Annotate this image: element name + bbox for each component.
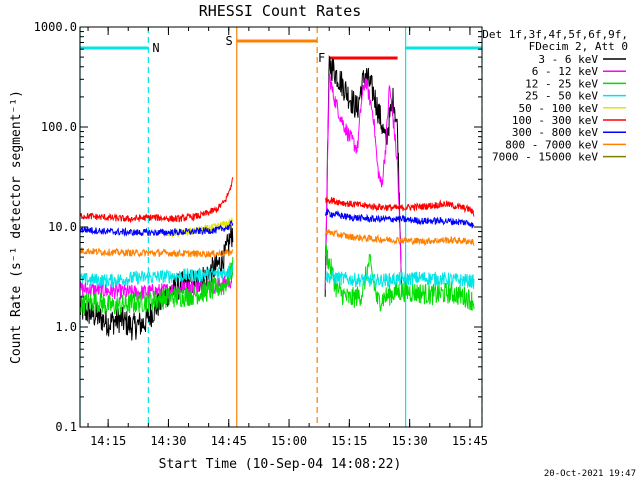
x-tick-label: 14:15 — [90, 434, 126, 448]
plot-timestamp: 20-Oct-2021 19:47 — [544, 469, 636, 479]
y-tick-label: 1.0 — [55, 320, 77, 334]
y-tick-label: 1000.0 — [34, 20, 77, 34]
x-tick-label: 14:45 — [211, 434, 247, 448]
x-axis-label: Start Time (10-Sep-04 14:08:22) — [159, 457, 402, 472]
series-line — [324, 207, 475, 229]
trace-layer — [79, 55, 475, 341]
night-label: N — [152, 41, 159, 55]
series-line — [324, 229, 475, 247]
series-line — [79, 225, 234, 341]
legend-entry: 300 - 800 keV — [512, 126, 598, 139]
y-tick-label: 0.1 — [55, 420, 77, 434]
y-tick-label: 100.0 — [41, 120, 77, 134]
series-line — [79, 247, 234, 259]
x-tick-label: 15:15 — [331, 434, 367, 448]
legend-header: FDecim 2, Att 0 — [529, 40, 628, 53]
series-line — [80, 177, 234, 223]
legend-entry: 25 - 50 keV — [525, 90, 598, 103]
flare-label: F — [318, 51, 325, 65]
series-line — [79, 219, 234, 237]
y-axis-label: Count Rate (s⁻¹ detector segment⁻¹) — [9, 90, 24, 364]
series-line — [79, 256, 234, 316]
legend-entry: 12 - 25 keV — [525, 77, 598, 90]
saa-label: S — [226, 34, 233, 48]
legend-entry: 6 - 12 keV — [532, 65, 599, 78]
x-tick-label: 15:00 — [271, 434, 307, 448]
legend-entry: 3 - 6 keV — [538, 53, 598, 66]
x-tick-label: 14:30 — [150, 434, 186, 448]
axes-layer: 14:15 14:30 14:45 15:00 15:15 15:30 15:45 0.1 1.… — [34, 20, 488, 448]
series-line — [324, 73, 403, 291]
series-line — [79, 264, 234, 288]
legend-entry: 800 - 7000 keV — [505, 138, 598, 151]
legend-entry: 50 - 100 keV — [519, 102, 599, 115]
series-line — [325, 196, 475, 217]
legend-entry: 7000 - 15000 keV — [492, 151, 598, 164]
legend-header: Det 1f,3f,4f,5f,6f,9f, — [482, 28, 628, 41]
x-tick-label: 15:45 — [452, 434, 488, 448]
y-tick-label: 10.0 — [48, 220, 77, 234]
series-line — [324, 243, 475, 313]
marker-layer: N S F — [79, 27, 483, 427]
series-line — [324, 55, 403, 297]
chart-title: RHESSI Count Rates — [199, 2, 362, 20]
legend-entry: 100 - 300 keV — [512, 114, 598, 127]
legend: Det 1f,3f,4f,5f,6f,9f,FDecim 2, Att 03 -… — [482, 28, 628, 164]
series-line — [325, 270, 475, 290]
x-tick-label: 15:30 — [392, 434, 428, 448]
